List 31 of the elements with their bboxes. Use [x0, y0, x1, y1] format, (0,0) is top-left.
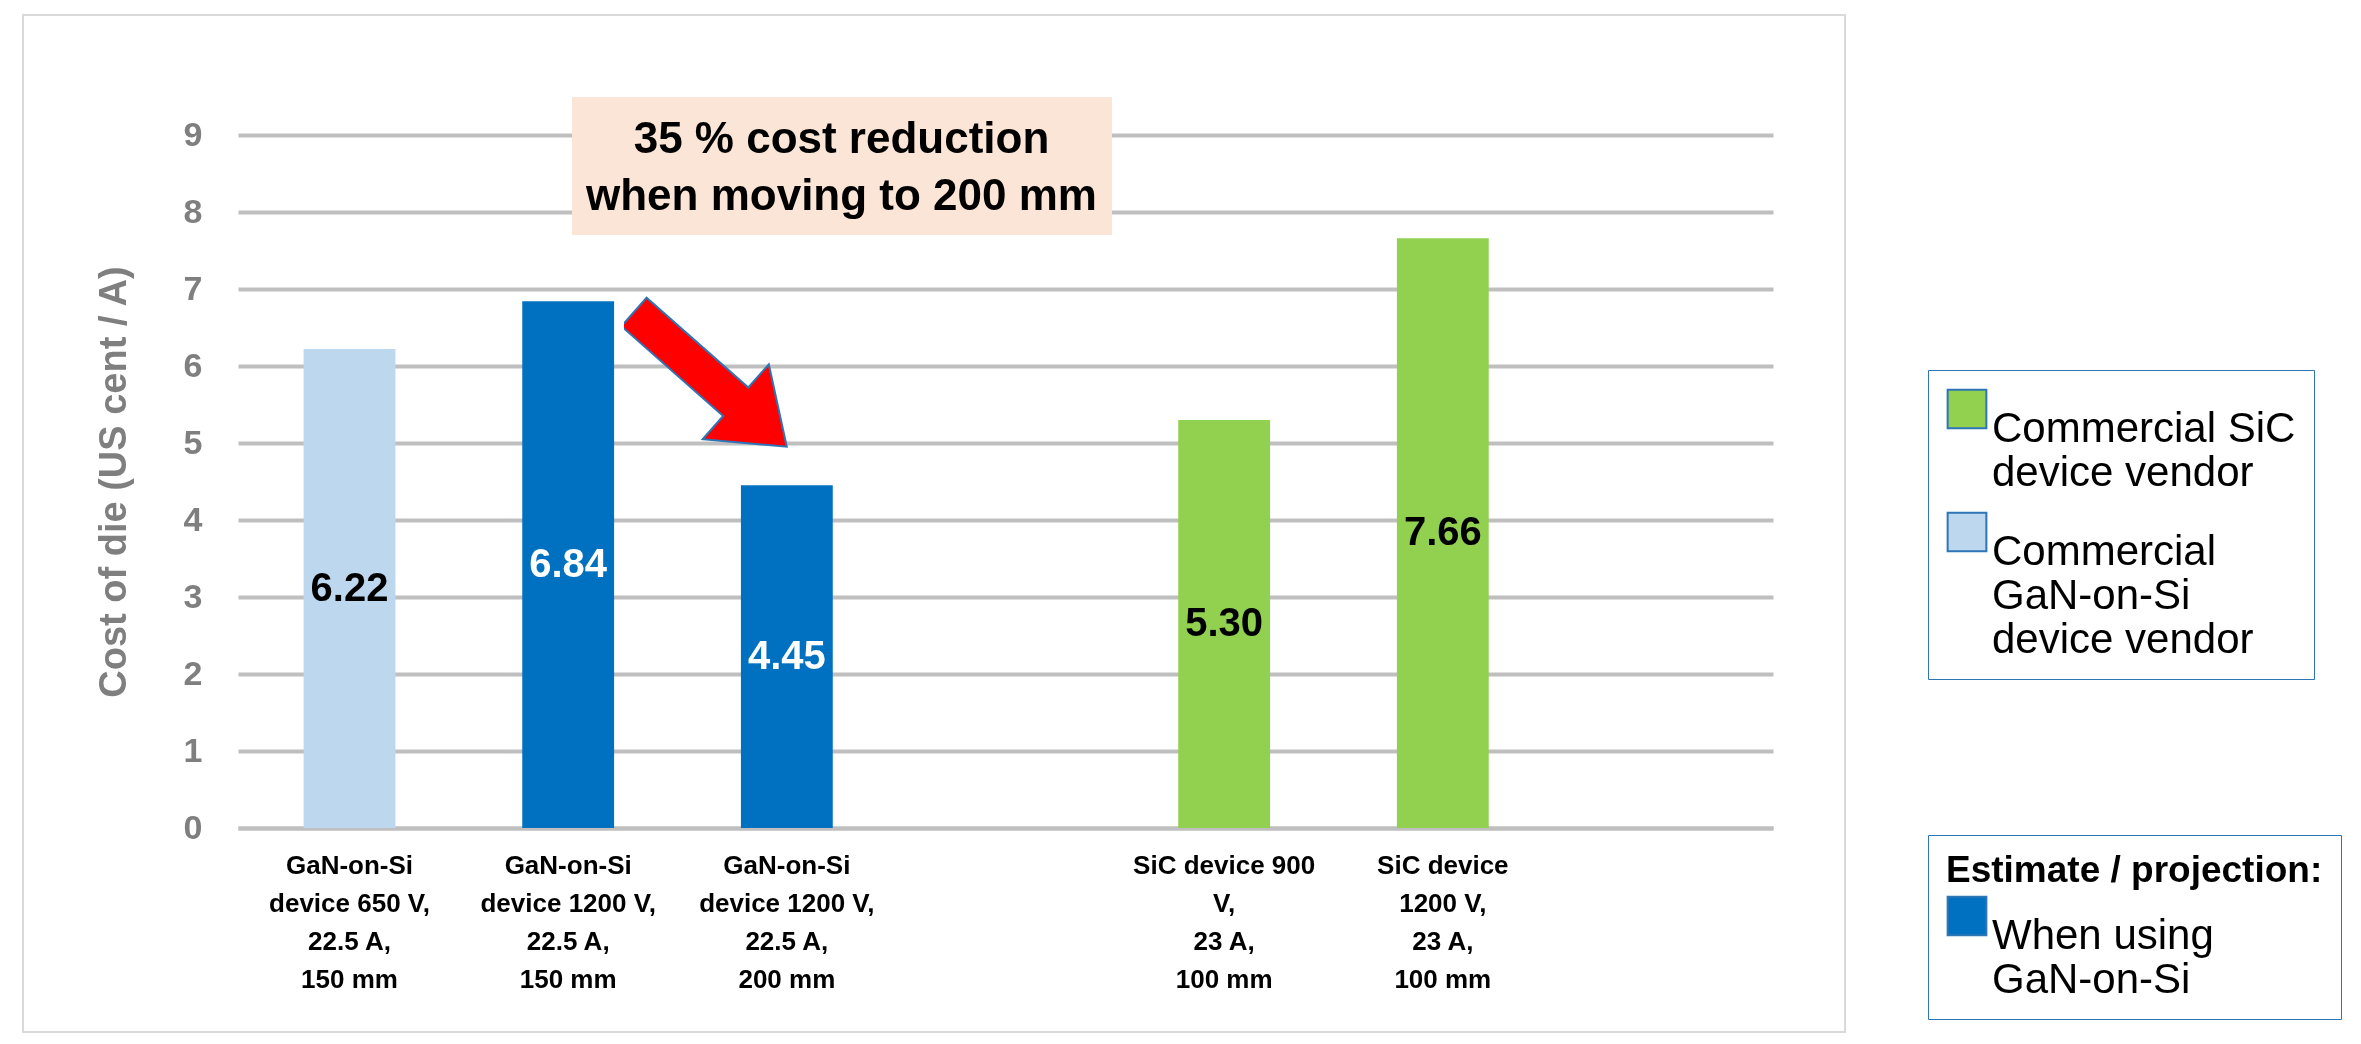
legend-label: When using GaN-on-Si	[1992, 911, 2214, 1002]
bar	[1396, 238, 1489, 828]
x-tick-label: GaN-on-Si device 1200 V, 22.5 A, 200 mm	[699, 849, 875, 994]
legend-label: Commercial GaN-on-Si device vendor	[1992, 527, 2254, 662]
y-tick-label: 3	[183, 576, 203, 615]
y-tick-label: 4	[183, 499, 203, 538]
data-label: 6.84	[529, 540, 608, 585]
data-label: 4.45	[747, 632, 826, 677]
y-tick-label: 1	[183, 730, 203, 769]
bar	[740, 485, 833, 828]
y-axis-title: Cost of die (US cent / A)	[91, 266, 134, 698]
data-label: 6.22	[310, 564, 389, 609]
data-label: 7.66	[1403, 509, 1482, 554]
bar	[303, 349, 396, 828]
y-tick-label: 6	[183, 345, 203, 384]
legend-title: Estimate / projection:	[1946, 849, 2323, 890]
y-tick-label: 7	[183, 268, 203, 307]
x-tick-label: GaN-on-Si device 650 V, 22.5 A, 150 mm	[269, 849, 430, 994]
x-tick-label: GaN-on-Si device 1200 V, 22.5 A, 150 mm	[480, 849, 656, 994]
annotation: 35 % cost reduction when moving to 200 mm	[571, 97, 1112, 236]
x-tick-label: SiC device 900 V, 23 A, 100 mm	[1133, 849, 1316, 994]
y-tick-label: 8	[183, 191, 203, 230]
data-label: 5.30	[1185, 599, 1264, 644]
bar	[522, 301, 615, 828]
bar	[1178, 419, 1271, 828]
y-tick-label: 5	[183, 422, 203, 461]
y-tick-label: 9	[183, 114, 203, 153]
legend-label: Commercial SiC device vendor	[1992, 404, 2296, 495]
y-tick-label: 0	[183, 807, 203, 846]
x-tick-label: SiC device 1200 V, 23 A, 100 mm	[1377, 849, 1509, 994]
y-tick-label: 2	[183, 653, 203, 692]
